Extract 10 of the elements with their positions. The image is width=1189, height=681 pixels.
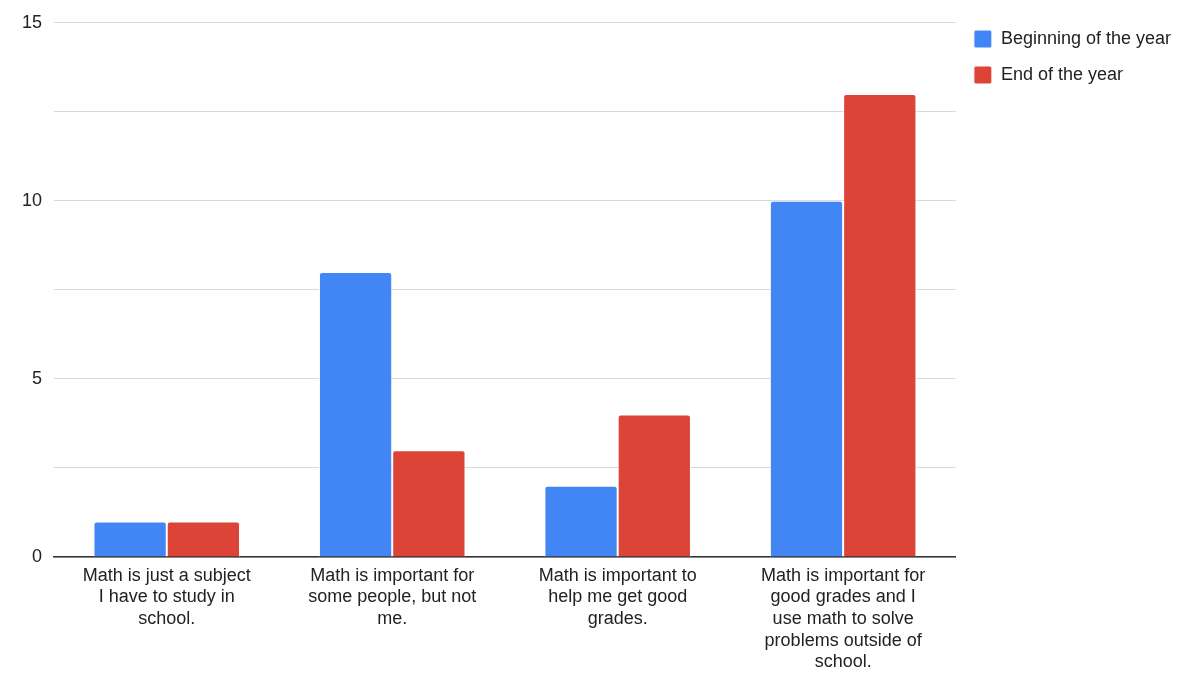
y-tick-label: 15 bbox=[21, 11, 43, 32]
y-tick-label: 10 bbox=[21, 189, 43, 210]
legend-label: Beginning of the year bbox=[1000, 27, 1172, 48]
x-tick-label: Math is important for some people, but not me. bbox=[308, 564, 477, 628]
x-tick-label: Math is just a subject I have to study in school. bbox=[82, 564, 251, 628]
y-tick-label: 5 bbox=[32, 367, 43, 388]
y-tick-label: 0 bbox=[32, 545, 43, 566]
x-tick-label: Math is important for good grades and I use math to solve problems outside of school. bbox=[761, 564, 926, 672]
x-tick-label: Math is important to help me get good grades. bbox=[538, 564, 697, 628]
legend-label: End of the year bbox=[1000, 63, 1123, 84]
